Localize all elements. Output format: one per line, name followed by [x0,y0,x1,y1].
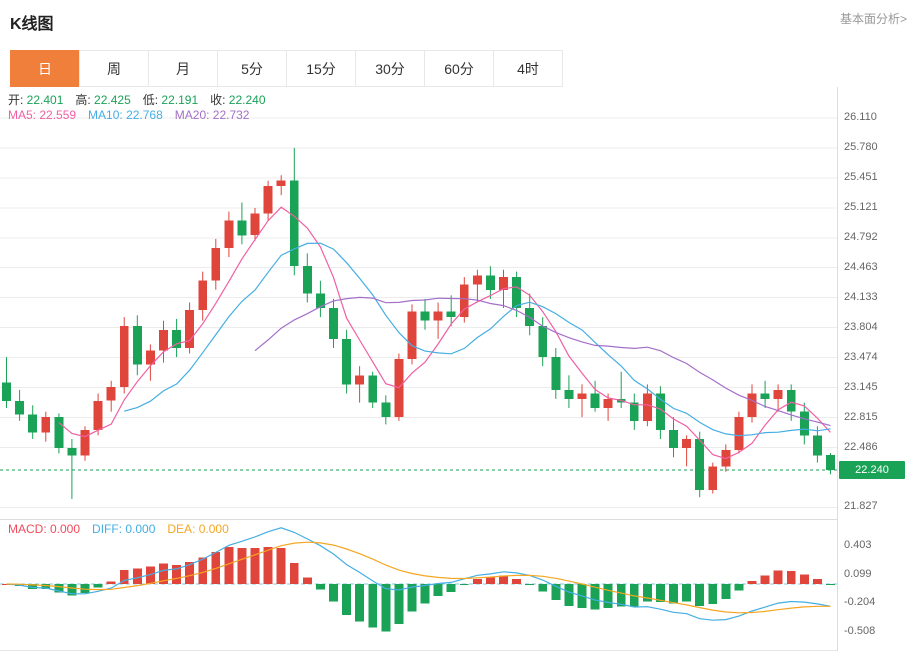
tab-day[interactable]: 日 [10,50,80,87]
legend-item: 低: 22.191 [142,93,199,107]
legend-item: 高: 22.425 [75,93,131,107]
axis-tick: 23.145 [844,381,878,393]
widget-header: K线图 基本面分析> [0,0,917,50]
axis-tick: 26.110 [844,111,877,123]
axis-tick: 23.474 [844,351,878,363]
axis-tick: 22.486 [844,441,878,453]
legend-item: MA5: 22.559 [8,108,77,122]
legend-item: 收: 22.240 [210,93,266,107]
ohlc-legend: 开: 22.401 高: 22.425 低: 22.191 收: 22.240 [8,91,278,108]
legend-item: MA20: 22.732 [174,108,250,122]
axis-tick: 25.121 [844,201,878,213]
axis-tick: 22.815 [844,411,878,423]
axis-tick: 24.463 [844,261,878,273]
page-title: K线图 [10,16,54,33]
fundamental-analysis-link[interactable]: 基本面分析> [839,12,907,26]
axis-tick: 23.804 [844,321,878,333]
axis-tick: -0.204 [844,596,876,608]
candlestick-canvas [0,117,837,508]
legend-item: DEA: 0.000 [167,522,229,536]
ma-legend: MA5: 22.559 MA10: 22.768 MA20: 22.732 [8,108,261,122]
current-price-badge: 22.240 [839,461,905,479]
price-axis: 22.240 26.110 25.780 25.451 25.121 24.792 24.… [837,87,916,651]
macd-legend: MACD: 0.000 DIFF: 0.000 DEA: 0.000 [8,522,241,536]
tab-month[interactable]: 月 [148,50,218,87]
axis-tick: 24.792 [844,231,878,243]
timeframe-tabs: 日周月 5分 15分 30分 60分 4时 [0,50,917,87]
axis-tick: 25.780 [844,141,878,153]
tab-5min[interactable]: 5分 [217,50,287,87]
tab-30min[interactable]: 30分 [355,50,425,87]
legend-item: MACD: 0.000 [8,522,81,536]
legend-item: DIFF: 0.000 [92,522,156,536]
legend-item: MA10: 22.768 [88,108,163,122]
tab-4hour[interactable]: 4时 [493,50,563,87]
axis-tick: 0.403 [844,539,872,551]
axis-tick: 24.133 [844,291,878,303]
candlestick-chart[interactable]: 开: 22.401 高: 22.425 低: 22.191 收: 22.240 MA5… [0,87,837,519]
axis-tick: 21.827 [844,500,878,512]
chart-area: 开: 22.401 高: 22.425 低: 22.191 收: 22.240 MA5… [0,87,917,651]
tab-60min[interactable]: 60分 [424,50,494,87]
macd-canvas [0,527,837,632]
macd-chart[interactable]: MACD: 0.000 DIFF: 0.000 DEA: 0.000 [0,519,837,651]
axis-tick: 25.451 [844,171,878,183]
axis-tick: -0.508 [844,625,876,637]
legend-item: 开: 22.401 [8,93,64,107]
axis-tick: 0.099 [844,568,872,580]
tab-week[interactable]: 周 [79,50,149,87]
tab-15min[interactable]: 15分 [286,50,356,87]
plots-column: 开: 22.401 高: 22.425 低: 22.191 收: 22.240 MA5… [0,87,837,651]
